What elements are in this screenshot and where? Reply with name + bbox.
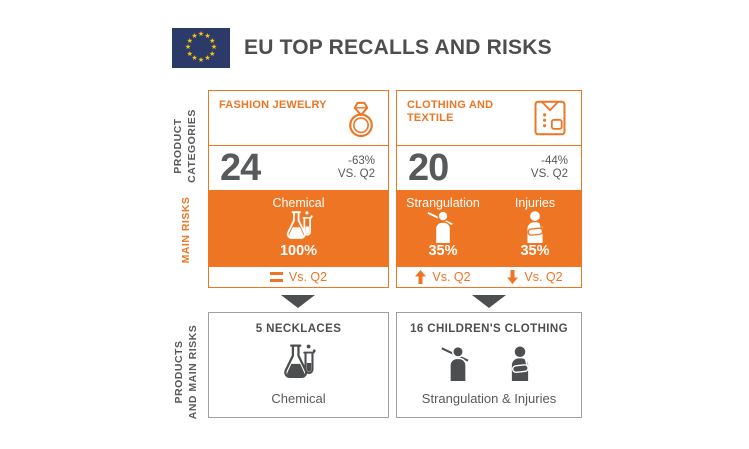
risk-share: 35% [520,243,550,259]
eu-star-icon: ★ [210,44,218,51]
strangulation-icon [427,210,453,243]
eu-star-icon: ★ [204,55,211,63]
eu-star-icon: ★ [197,31,205,38]
connector-arrow-icon [472,295,506,308]
side-label-products-and-main-risks: PRODUCTS AND MAIN RISKS [173,324,199,420]
recall-change: -44% VS. Q2 [530,155,568,180]
trend-item-up: Vs. Q2 [397,267,489,287]
product-title: 16 CHILDREN'S CLOTHING [410,323,568,335]
category-header: FASHION JEWELRY [208,90,389,146]
category-card-fashion-jewelry: FASHION JEWELRY 24 -63% VS. Q2 Chemical [208,90,389,288]
trend-item-down: Vs. Q2 [489,267,581,287]
trend-label: Vs. Q2 [432,270,471,284]
recall-count: 24 [220,146,261,189]
trend-label: Vs. Q2 [524,270,563,284]
product-title: 5 NECKLACES [255,323,342,335]
eu-star-icon: ★ [191,55,198,63]
product-icons [441,345,537,381]
trend-row: Vs. Q2 Vs. Q2 [396,266,582,288]
recall-count-panel: 20 -44% VS. Q2 [396,145,582,191]
product-card-childrens-clothing: 16 CHILDREN'S CLOTHING Strangulation & I… [396,312,582,418]
category-name: FASHION JEWELRY [219,99,327,111]
eu-star-icon: ★ [184,44,192,51]
strangulation-icon [441,345,469,381]
eu-star-icon: ★ [186,37,193,45]
category-card-clothing-textile: CLOTHING AND TEXTILE 20 -44% VS. Q2 Stra… [396,90,582,288]
trend-label: Vs. Q2 [288,270,328,284]
page-title: EU TOP RECALLS AND RISKS [244,36,552,59]
flask-icon [286,211,313,239]
connector-arrow-icon [281,295,315,308]
risk-share: 35% [428,243,458,259]
trend-item-equal: Vs. Q2 [209,267,388,287]
eu-star-icon: ★ [197,57,205,64]
eu-star-icon: ★ [209,50,216,58]
category-name: CLOTHING AND TEXTILE [407,99,494,124]
shirt-icon [534,100,566,136]
recall-count-panel: 24 -63% VS. Q2 [208,145,389,191]
side-label-main-risks: MAIN RISKS [180,196,192,264]
ring-icon [349,101,373,138]
down-arrow-icon [507,270,519,284]
product-risk-label: Strangulation & Injuries [421,391,557,406]
injury-icon [527,211,544,243]
injury-icon [511,346,529,381]
risk-share: 100% [279,243,318,259]
risk-label: Strangulation [406,196,480,210]
risk-item-chemical: Chemical 100% [209,196,388,259]
product-risk-label: Chemical [271,391,326,406]
category-header: CLOTHING AND TEXTILE [396,90,582,146]
recall-change: -63% VS. Q2 [337,155,375,180]
product-icons [279,343,319,383]
eu-star-icon: ★ [191,32,198,40]
risk-item-injuries: Injuries 35% [489,196,581,259]
flask-icon [283,344,316,379]
trend-row: Vs. Q2 [208,266,389,288]
main-risks-panel: Chemical 100% [208,190,389,267]
eu-star-icon: ★ [186,50,193,58]
eu-flag-icon: ★ ★ ★ ★ ★ ★ ★ ★ ★ ★ ★ ★ [172,28,230,68]
up-arrow-icon [415,270,427,284]
equal-icon [269,272,283,282]
eu-star-icon: ★ [204,32,211,40]
eu-star-icon: ★ [209,37,216,45]
risk-label: Injuries [514,196,556,210]
risk-label: Chemical [272,196,325,210]
product-card-necklaces: 5 NECKLACES Chemical [208,312,389,418]
risk-item-strangulation: Strangulation 35% [397,196,489,259]
main-risks-panel: Strangulation 35% Injuries 35% [396,190,582,267]
recall-count: 20 [408,146,449,189]
